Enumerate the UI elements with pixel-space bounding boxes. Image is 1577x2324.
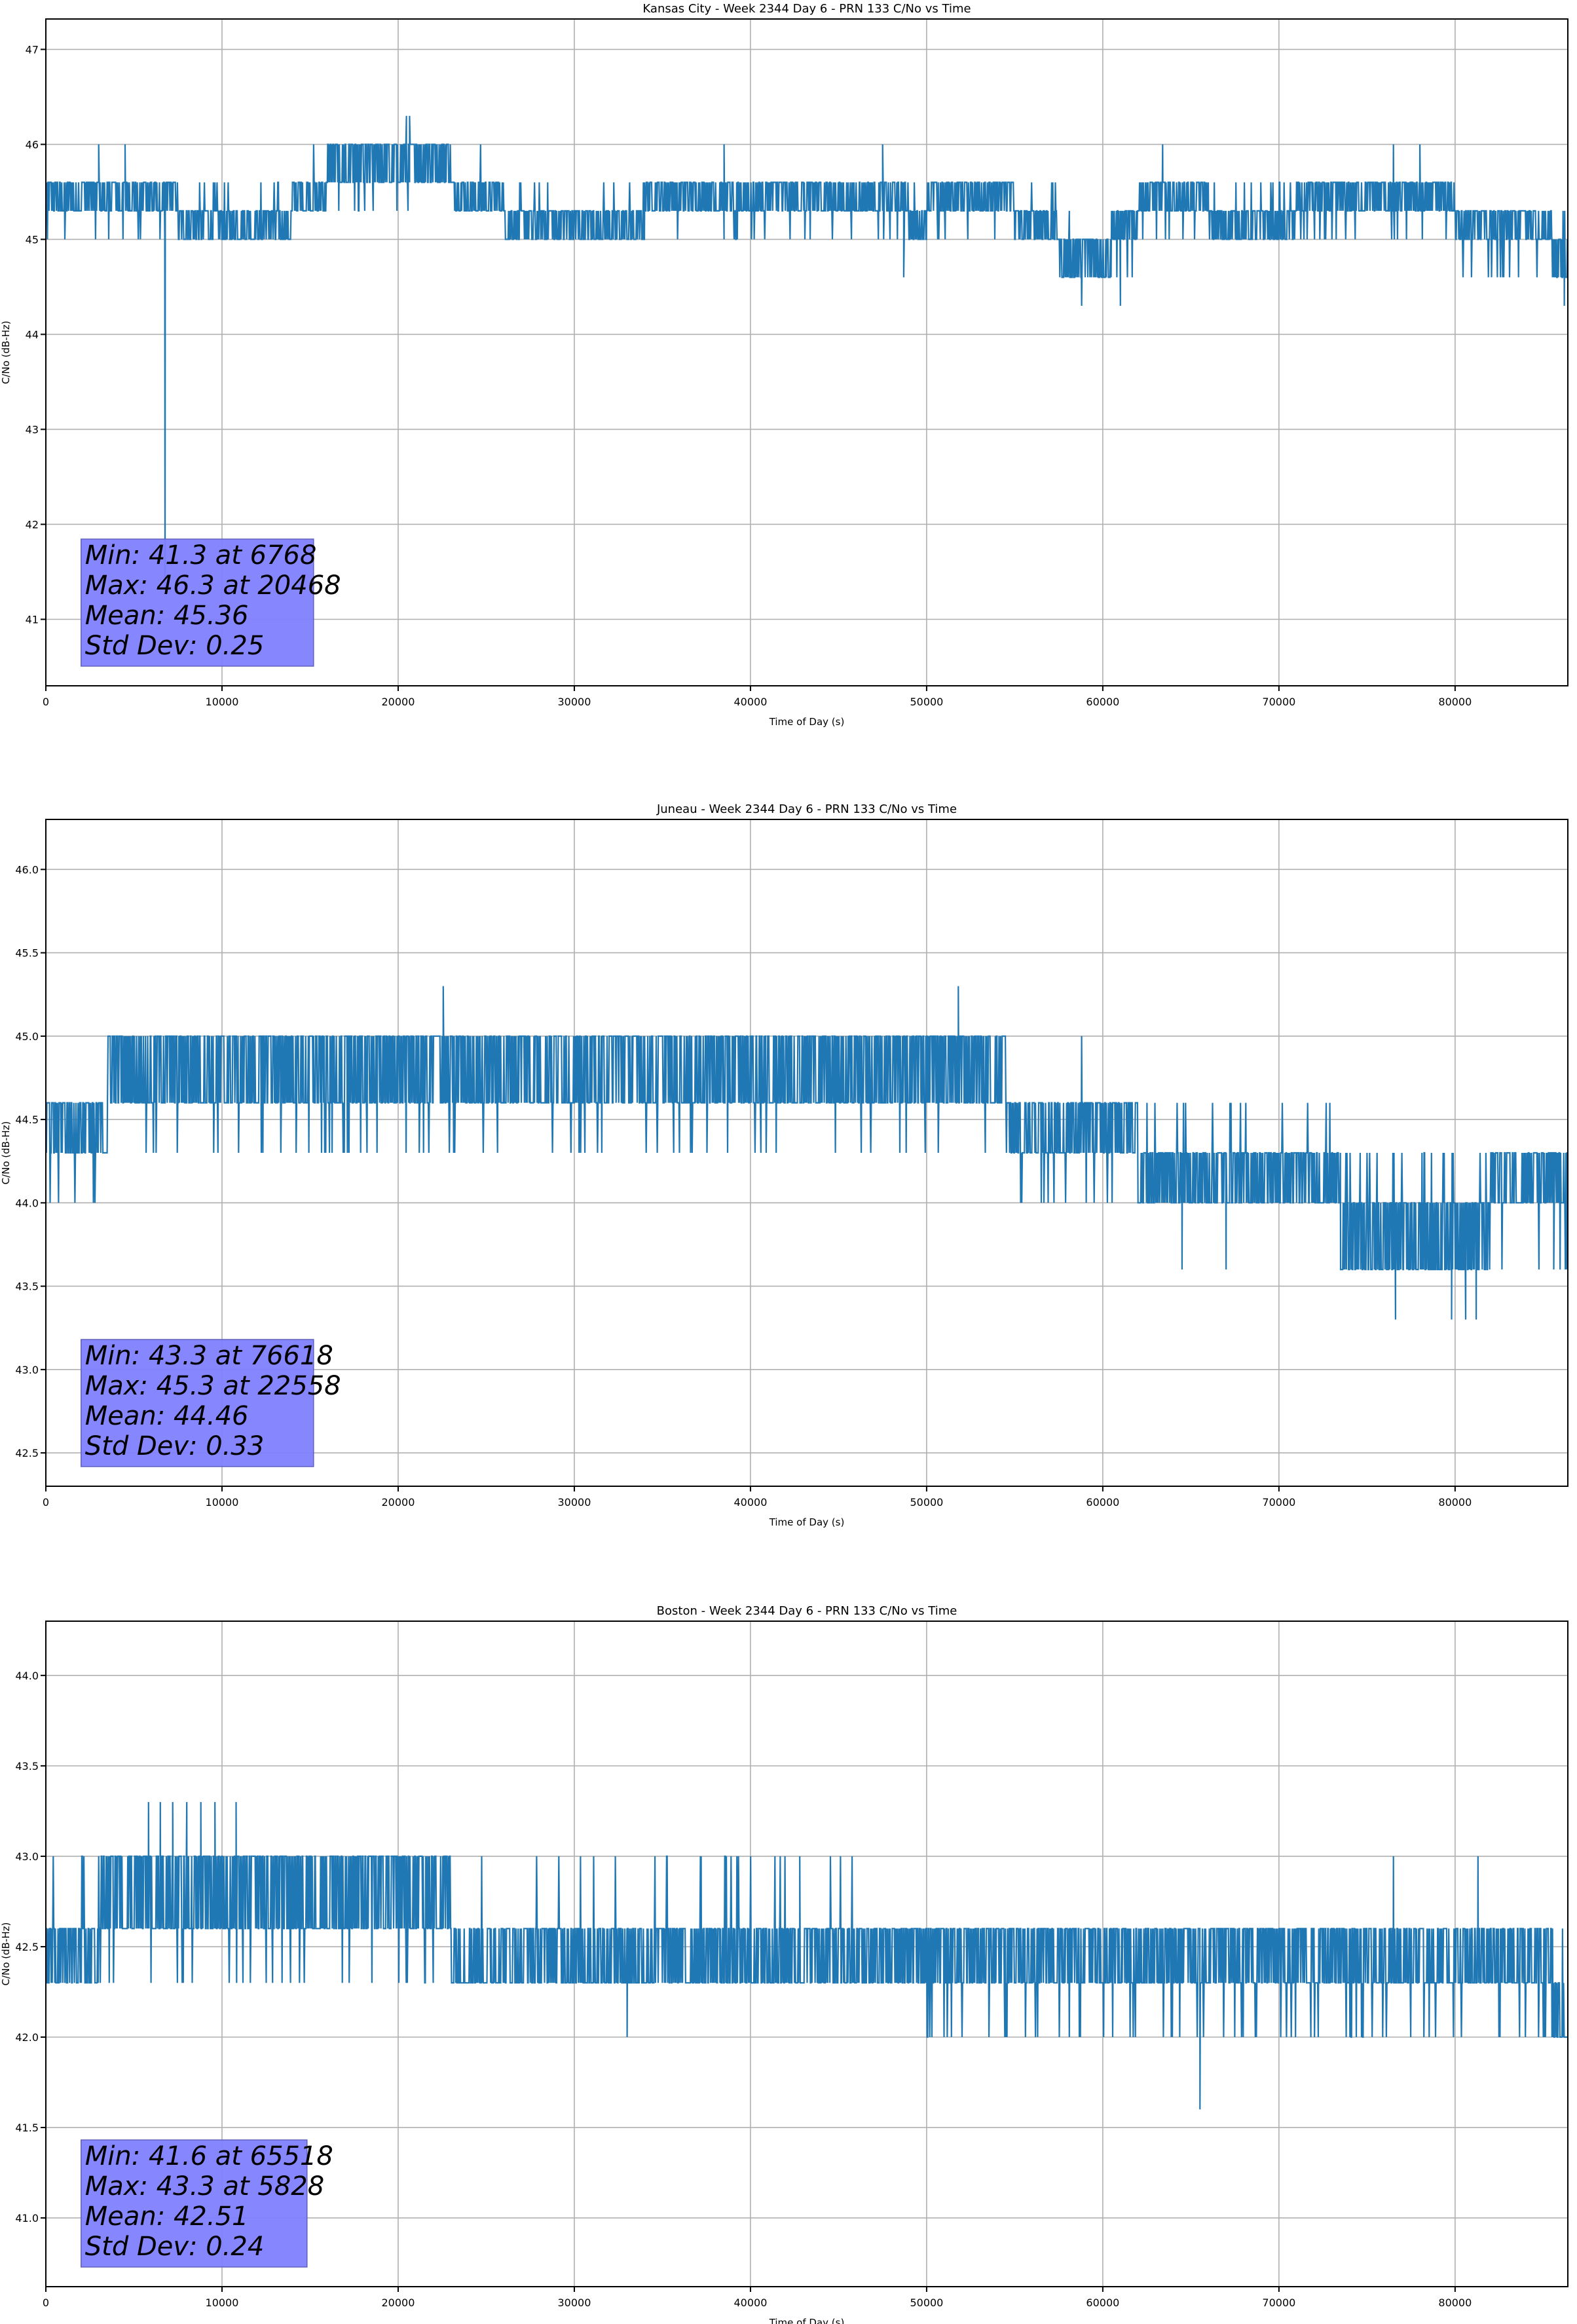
y-tick-label: 43.0	[15, 1850, 39, 1863]
x-tick-label: 70000	[1262, 2296, 1295, 2309]
y-tick-label: 47	[26, 43, 39, 56]
y-tick-label: 45.5	[15, 947, 39, 960]
y-tick-label: 41.0	[15, 2212, 39, 2224]
series-line	[46, 115, 1568, 591]
x-tick-label: 50000	[910, 1496, 943, 1509]
x-tick-label: 40000	[733, 1496, 767, 1509]
series-line	[46, 1802, 1568, 2110]
y-axis-label: C/No (dB-Hz)	[0, 1922, 12, 1986]
y-tick-label: 42.5	[15, 1941, 39, 1953]
y-tick-label: 43	[26, 423, 39, 436]
x-tick-label: 20000	[382, 2296, 415, 2309]
stats-std: Std Dev: 0.24	[85, 2232, 265, 2262]
x-tick-label: 0	[43, 2296, 49, 2309]
x-tick-label: 10000	[206, 696, 239, 708]
y-tick-label: 45.0	[15, 1030, 39, 1043]
x-tick-label: 50000	[910, 2296, 943, 2309]
y-axis-label: C/No (dB-Hz)	[0, 321, 12, 384]
x-tick-label: 60000	[1086, 2296, 1119, 2309]
x-tick-label: 20000	[382, 1496, 415, 1509]
y-axis-label: C/No (dB-Hz)	[0, 1121, 12, 1185]
y-tick-label: 43.5	[15, 1760, 39, 1772]
y-tick-label: 41.5	[15, 2122, 39, 2134]
stats-box	[81, 1339, 314, 1467]
stats-box	[81, 2139, 308, 2268]
stats-std: Std Dev: 0.25	[85, 631, 265, 661]
stats-mean: Mean: 44.46	[85, 1401, 249, 1431]
x-tick-label: 30000	[557, 696, 591, 708]
x-tick-label: 80000	[1438, 2296, 1472, 2309]
stats-min: Min: 43.3 at 76618	[85, 1341, 333, 1371]
series-line	[46, 986, 1568, 1320]
chart-title: Juneau - Week 2344 Day 6 - PRN 133 C/No …	[656, 802, 957, 816]
x-axis-label: Time of Day (s)	[769, 2317, 845, 2324]
x-tick-label: 0	[43, 696, 49, 708]
x-axis-label: Time of Day (s)	[769, 716, 845, 728]
x-tick-label: 40000	[733, 696, 767, 708]
y-tick-label: 42.5	[15, 1447, 39, 1459]
stats-max: Max: 45.3 at 22558	[85, 1371, 341, 1401]
stats-std: Std Dev: 0.33	[85, 1431, 265, 1461]
y-tick-label: 44.5	[15, 1114, 39, 1126]
y-tick-label: 46	[26, 138, 39, 151]
x-tick-label: 20000	[382, 696, 415, 708]
x-tick-label: 60000	[1086, 696, 1119, 708]
x-tick-label: 40000	[733, 2296, 767, 2309]
x-tick-label: 70000	[1262, 1496, 1295, 1509]
stats-max: Max: 43.3 at 5828	[85, 2171, 324, 2202]
x-tick-label: 10000	[206, 2296, 239, 2309]
y-tick-label: 42	[26, 518, 39, 531]
subplot-2: 0 10000 20000 30000 40000 50000 60000 70000 8000…	[0, 802, 1568, 1528]
y-tick-label: 41	[26, 613, 39, 626]
x-tick-label: 30000	[557, 2296, 591, 2309]
x-tick-label: 0	[43, 1496, 49, 1509]
stats-mean: Mean: 45.36	[85, 601, 249, 631]
stats-box	[81, 538, 314, 667]
x-tick-label: 60000	[1086, 1496, 1119, 1509]
stats-max: Max: 46.3 at 20468	[85, 571, 341, 601]
y-tick-label: 44.0	[15, 1670, 39, 1682]
y-tick-label: 42.0	[15, 2031, 39, 2044]
subplot-1: 0 10000 20000 30000 40000 50000 60000 70000 8000…	[0, 2, 1568, 728]
axes-frame	[45, 819, 1568, 1487]
y-tick-label: 44	[26, 328, 39, 341]
x-tick-label: 50000	[910, 696, 943, 708]
x-tick-label: 80000	[1438, 1496, 1472, 1509]
x-tick-label: 30000	[557, 1496, 591, 1509]
stats-min: Min: 41.3 at 6768	[85, 540, 317, 571]
y-tick-label: 43.5	[15, 1281, 39, 1293]
y-tick-label: 45	[26, 233, 39, 246]
y-tick-label: 44.0	[15, 1197, 39, 1209]
y-tick-label: 46.0	[15, 863, 39, 876]
stats-min: Min: 41.6 at 65518	[85, 2141, 333, 2171]
x-axis-label: Time of Day (s)	[769, 1516, 845, 1528]
stats-mean: Mean: 42.51	[85, 2202, 249, 2232]
x-tick-label: 10000	[206, 1496, 239, 1509]
axes-frame	[45, 18, 1568, 686]
y-tick-label: 43.0	[15, 1364, 39, 1376]
chart-title: Boston - Week 2344 Day 6 - PRN 133 C/No …	[657, 1604, 957, 1618]
axes-frame	[45, 1621, 1568, 2287]
subplot-3: 0 10000 20000 30000 40000 50000 60000 70000 8000…	[0, 1604, 1568, 2324]
x-tick-label: 70000	[1262, 696, 1295, 708]
x-tick-label: 80000	[1438, 696, 1472, 708]
chart-title: Kansas City - Week 2344 Day 6 - PRN 133 …	[642, 2, 971, 16]
